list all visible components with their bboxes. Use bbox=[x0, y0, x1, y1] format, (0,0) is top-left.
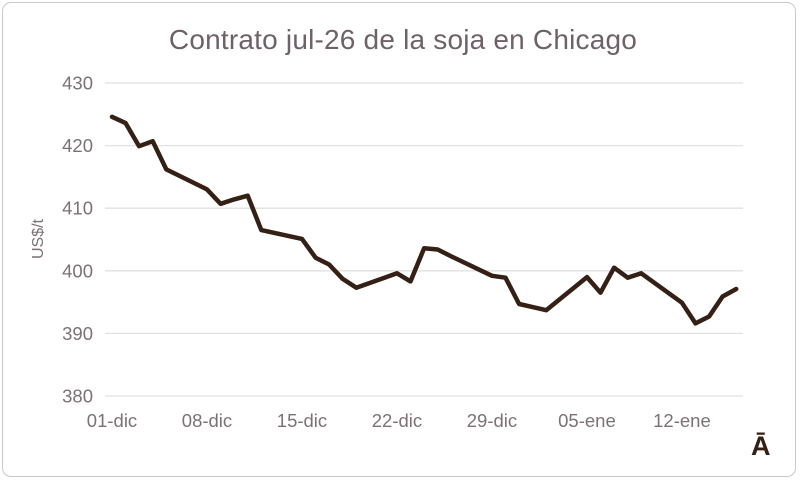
y-tick-label: 420 bbox=[62, 135, 93, 156]
stray-character: Ā bbox=[751, 431, 771, 461]
x-tick-label: 15-dic bbox=[277, 410, 327, 431]
x-tick-label: 05-ene bbox=[558, 410, 616, 431]
chart-title: Contrato jul-26 de la soja en Chicago bbox=[168, 24, 638, 55]
price-line-series bbox=[109, 114, 739, 326]
x-tick-label: 12-ene bbox=[653, 410, 711, 431]
y-tick-label: 410 bbox=[62, 198, 93, 219]
x-tick-label: 29-dic bbox=[467, 410, 517, 431]
x-tick-label: 22-dic bbox=[372, 410, 422, 431]
y-tick-label: 400 bbox=[62, 260, 93, 281]
y-tick-label: 430 bbox=[62, 73, 93, 94]
y-tick-label: 390 bbox=[62, 323, 93, 344]
chart-frame: Contrato jul-26 de la soja en Chicago US… bbox=[2, 2, 796, 477]
x-tick-label: 01-dic bbox=[87, 410, 137, 431]
line-chart-plot-area: 380 390 400 410 420 430 01-dic 08-dic 15-dic 22-d… bbox=[62, 73, 743, 431]
y-tick-label: 380 bbox=[62, 386, 93, 407]
x-tick-label: 08-dic bbox=[182, 410, 232, 431]
